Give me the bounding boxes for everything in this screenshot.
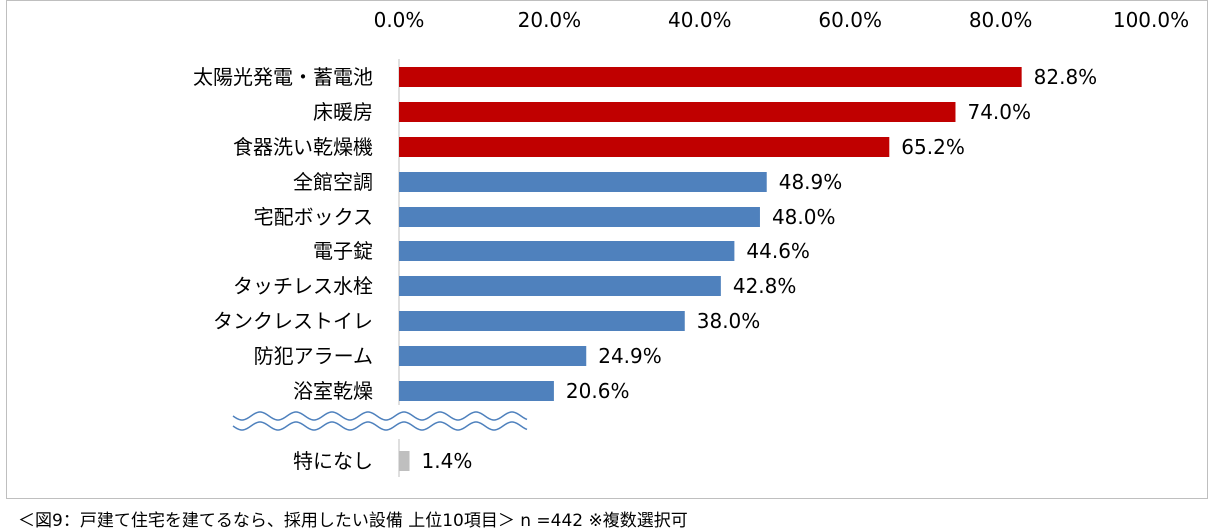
bar — [399, 207, 760, 227]
category-label: 食器洗い乾燥機 — [233, 135, 373, 159]
data-label: 38.0% — [697, 309, 761, 333]
data-label: 42.8% — [733, 274, 797, 298]
data-label: 20.6% — [566, 379, 630, 403]
x-tick-label: 0.0% — [374, 8, 425, 32]
bar — [399, 276, 721, 296]
x-tick-label: 40.0% — [668, 8, 732, 32]
category-label: 太陽光発電・蓄電池 — [193, 65, 373, 89]
category-label: 防犯アラーム — [254, 344, 373, 368]
axis-break-line-lower — [232, 421, 528, 431]
figure-caption: ＜図9：戸建て住宅を建てるなら、採用したい設備 上位10項目＞ n =442 ※… — [18, 511, 688, 531]
bar — [399, 311, 685, 331]
category-label: 床暖房 — [313, 100, 373, 124]
category-label: 全館空調 — [293, 170, 373, 194]
data-label: 48.9% — [779, 170, 843, 194]
category-label: タッチレス水栓 — [233, 274, 373, 298]
axis-break-line-upper — [232, 411, 528, 421]
data-label: 24.9% — [598, 344, 662, 368]
bar — [399, 102, 956, 122]
x-tick-label: 80.0% — [969, 8, 1033, 32]
data-label: 82.8% — [1034, 65, 1098, 89]
bar — [399, 137, 890, 157]
chart-frame: 0.0% 20.0% 40.0% 60.0% 80.0% 100.0% 太陽光発電・蓄電池 8… — [6, 0, 1208, 499]
x-tick-label: 100.0% — [1113, 8, 1189, 32]
data-label: 44.6% — [746, 239, 810, 263]
x-tick-label: 20.0% — [518, 8, 582, 32]
data-label: 1.4% — [422, 449, 473, 473]
bar — [399, 172, 767, 192]
data-label: 48.0% — [772, 205, 836, 229]
category-label: 宅配ボックス — [254, 205, 373, 229]
bar — [399, 346, 587, 366]
bar-chart: 0.0% 20.0% 40.0% 60.0% 80.0% 100.0% 太陽光発電・蓄電池 8… — [193, 8, 1189, 477]
x-tick-label: 60.0% — [818, 8, 882, 32]
data-label: 65.2% — [901, 135, 965, 159]
category-label: 電子錠 — [313, 239, 373, 263]
category-label: 浴室乾燥 — [293, 379, 373, 403]
bar — [399, 67, 1022, 87]
category-label: 特になし — [293, 449, 373, 473]
data-label: 74.0% — [967, 100, 1031, 124]
bar — [399, 381, 554, 401]
bar — [399, 451, 410, 471]
category-label: タンクレストイレ — [213, 309, 373, 333]
bar — [399, 241, 735, 261]
